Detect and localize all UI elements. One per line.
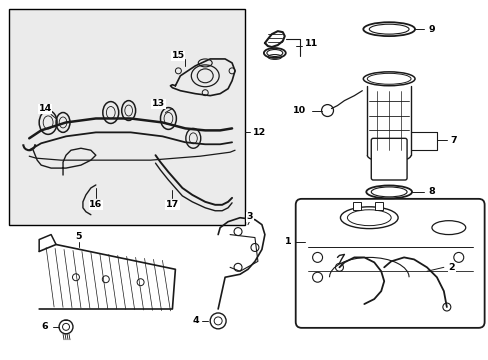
- Bar: [374, 202, 383, 210]
- Text: 8: 8: [427, 188, 434, 197]
- Text: 17: 17: [165, 200, 179, 209]
- Bar: [353, 202, 361, 210]
- Text: 15: 15: [171, 51, 184, 60]
- Text: 5: 5: [76, 232, 82, 241]
- Text: 9: 9: [428, 25, 434, 34]
- Text: 12: 12: [253, 128, 266, 137]
- Text: 16: 16: [89, 200, 102, 209]
- Text: 3: 3: [246, 212, 253, 221]
- Text: 2: 2: [447, 263, 454, 272]
- Text: 1: 1: [284, 237, 290, 246]
- Bar: [9, 9, 244, 225]
- Text: 10: 10: [292, 106, 305, 115]
- Text: 7: 7: [449, 136, 456, 145]
- Text: 6: 6: [42, 322, 48, 331]
- FancyBboxPatch shape: [370, 138, 406, 180]
- Text: 13: 13: [152, 99, 165, 108]
- Text: 4: 4: [193, 316, 199, 325]
- Text: 11: 11: [305, 39, 318, 48]
- Text: 14: 14: [39, 104, 52, 113]
- FancyBboxPatch shape: [295, 199, 484, 328]
